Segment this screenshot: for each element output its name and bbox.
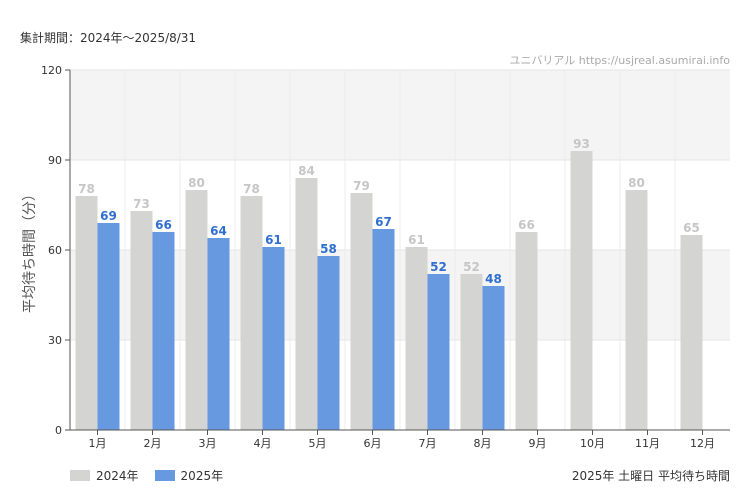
bar-2024年-9月	[515, 232, 538, 430]
bar-2024年-3月	[185, 190, 208, 430]
xtick-label-3月: 3月	[199, 437, 217, 450]
legend-swatch-2025	[154, 470, 175, 481]
data-label-2025年-8月: 48	[485, 272, 502, 286]
bar-2025年-5月	[317, 256, 340, 430]
data-label-2024年-10月: 93	[573, 137, 590, 151]
bar-2024年-4月	[240, 196, 263, 430]
legend-item-2024[interactable]: 2024年	[70, 467, 139, 484]
chart-bars	[75, 151, 703, 430]
xtick-label-1月: 1月	[89, 437, 107, 450]
bar-2024年-1月	[75, 196, 98, 430]
xtick-label-10月: 10月	[580, 437, 605, 450]
data-label-2024年-7月: 61	[408, 233, 425, 247]
legend-item-2025[interactable]: 2025年	[154, 467, 224, 484]
chart-caption: 2025年 土曜日 平均待ち時間	[571, 469, 730, 483]
bar-2024年-2月	[130, 211, 153, 430]
data-label-2025年-1月: 69	[100, 209, 117, 223]
data-label-2024年-5月: 84	[298, 164, 315, 178]
xtick-label-4月: 4月	[254, 437, 272, 450]
bar-2025年-2月	[152, 232, 175, 430]
legend-label-2025: 2025年	[180, 469, 224, 483]
bar-2024年-11月	[625, 190, 648, 430]
bar-2024年-8月	[460, 274, 483, 430]
bar-2024年-10月	[570, 151, 593, 430]
data-label-2024年-3月: 80	[188, 176, 205, 190]
xtick-label-6月: 6月	[364, 437, 382, 450]
data-label-2024年-1月: 78	[78, 182, 95, 196]
xtick-label-12月: 12月	[690, 437, 715, 450]
bar-2025年-7月	[427, 274, 450, 430]
bar-2024年-6月	[350, 193, 373, 430]
source-credit: ユニバリアル https://usjreal.asumirai.info	[509, 54, 730, 67]
data-label-2025年-2月: 66	[155, 218, 172, 232]
data-label-2024年-12月: 65	[683, 221, 700, 235]
bar-2024年-12月	[680, 235, 703, 430]
bar-2024年-7月	[405, 247, 428, 430]
xtick-label-2月: 2月	[144, 437, 162, 450]
legend-swatch-2024	[70, 470, 90, 481]
data-label-2025年-7月: 52	[430, 260, 447, 274]
xtick-label-7月: 7月	[419, 437, 437, 450]
data-label-2025年-4月: 61	[265, 233, 282, 247]
xtick-label-8月: 8月	[474, 437, 492, 450]
data-label-2025年-6月: 67	[375, 215, 392, 229]
bar-2025年-4月	[262, 247, 285, 430]
data-label-2024年-4月: 78	[243, 182, 260, 196]
ytick-label-120: 120	[41, 64, 62, 77]
ytick-label-90: 90	[48, 154, 62, 167]
bar-2025年-6月	[372, 229, 395, 430]
y-axis-title: 平均待ち時間（分）	[22, 187, 38, 313]
chart-legend: 2024年 2025年	[70, 467, 239, 484]
data-label-2025年-5月: 58	[320, 242, 337, 256]
xtick-label-11月: 11月	[635, 437, 660, 450]
xtick-label-5月: 5月	[309, 437, 327, 450]
data-label-2025年-3月: 64	[210, 224, 227, 238]
chart-labels: 0 30 60 90 120 78 69 1月 73 66 2月 80 64 3月 78 61 4月 84 58 5月…	[22, 64, 715, 450]
chart-axes	[65, 69, 730, 435]
xtick-label-9月: 9月	[529, 437, 547, 450]
ytick-label-30: 30	[48, 334, 62, 347]
bar-2025年-1月	[97, 223, 120, 430]
data-label-2024年-8月: 52	[463, 260, 480, 274]
ytick-label-60: 60	[48, 244, 62, 257]
bar-2024年-5月	[295, 178, 318, 430]
data-label-2024年-6月: 79	[353, 179, 370, 193]
data-label-2024年-2月: 73	[133, 197, 150, 211]
data-label-2024年-9月: 66	[518, 218, 535, 232]
legend-label-2024: 2024年	[96, 469, 139, 483]
bar-2025年-3月	[207, 238, 230, 430]
ytick-label-0: 0	[55, 424, 62, 437]
bar-2025年-8月	[482, 286, 505, 430]
period-label: 集計期間：2024年～2025/8/31	[20, 31, 197, 45]
data-label-2024年-11月: 80	[628, 176, 645, 190]
